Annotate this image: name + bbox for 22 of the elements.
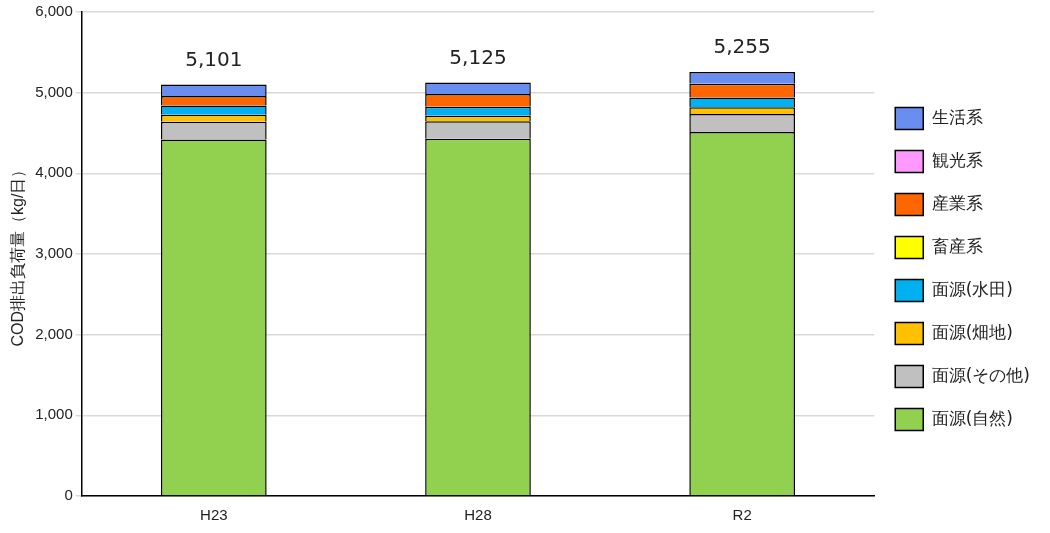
legend-label: 産業系 [931, 192, 983, 213]
y-tick-label: 6,000 [35, 2, 73, 20]
y-axis-title: COD排出負荷量（kg/日） [9, 161, 27, 347]
y-tick-label: 2,000 [35, 324, 73, 342]
legend-label: 面源(その他) [931, 364, 1030, 385]
legend-label: 生活系 [931, 106, 983, 127]
x-tick-label: H28 [464, 506, 492, 524]
total-label: 5,101 [185, 46, 243, 71]
legend-label: 面源(畑地) [931, 321, 1013, 342]
legend-label: 面源(自然) [931, 407, 1013, 428]
legend-label: 面源(水田) [931, 278, 1013, 299]
total-label: 5,255 [713, 34, 771, 59]
legend-label: 観光系 [931, 149, 983, 170]
y-tick-label: 0 [64, 486, 73, 504]
x-tick-label: H23 [200, 506, 228, 524]
total-label: 5,125 [449, 44, 507, 69]
y-tick-label: 3,000 [35, 244, 73, 262]
y-tick-label: 4,000 [35, 163, 73, 181]
y-tick-label: 1,000 [35, 405, 73, 423]
legend-label: 畜産系 [931, 235, 983, 256]
x-tick-label: R2 [732, 506, 752, 524]
y-tick-label: 5,000 [35, 82, 73, 100]
